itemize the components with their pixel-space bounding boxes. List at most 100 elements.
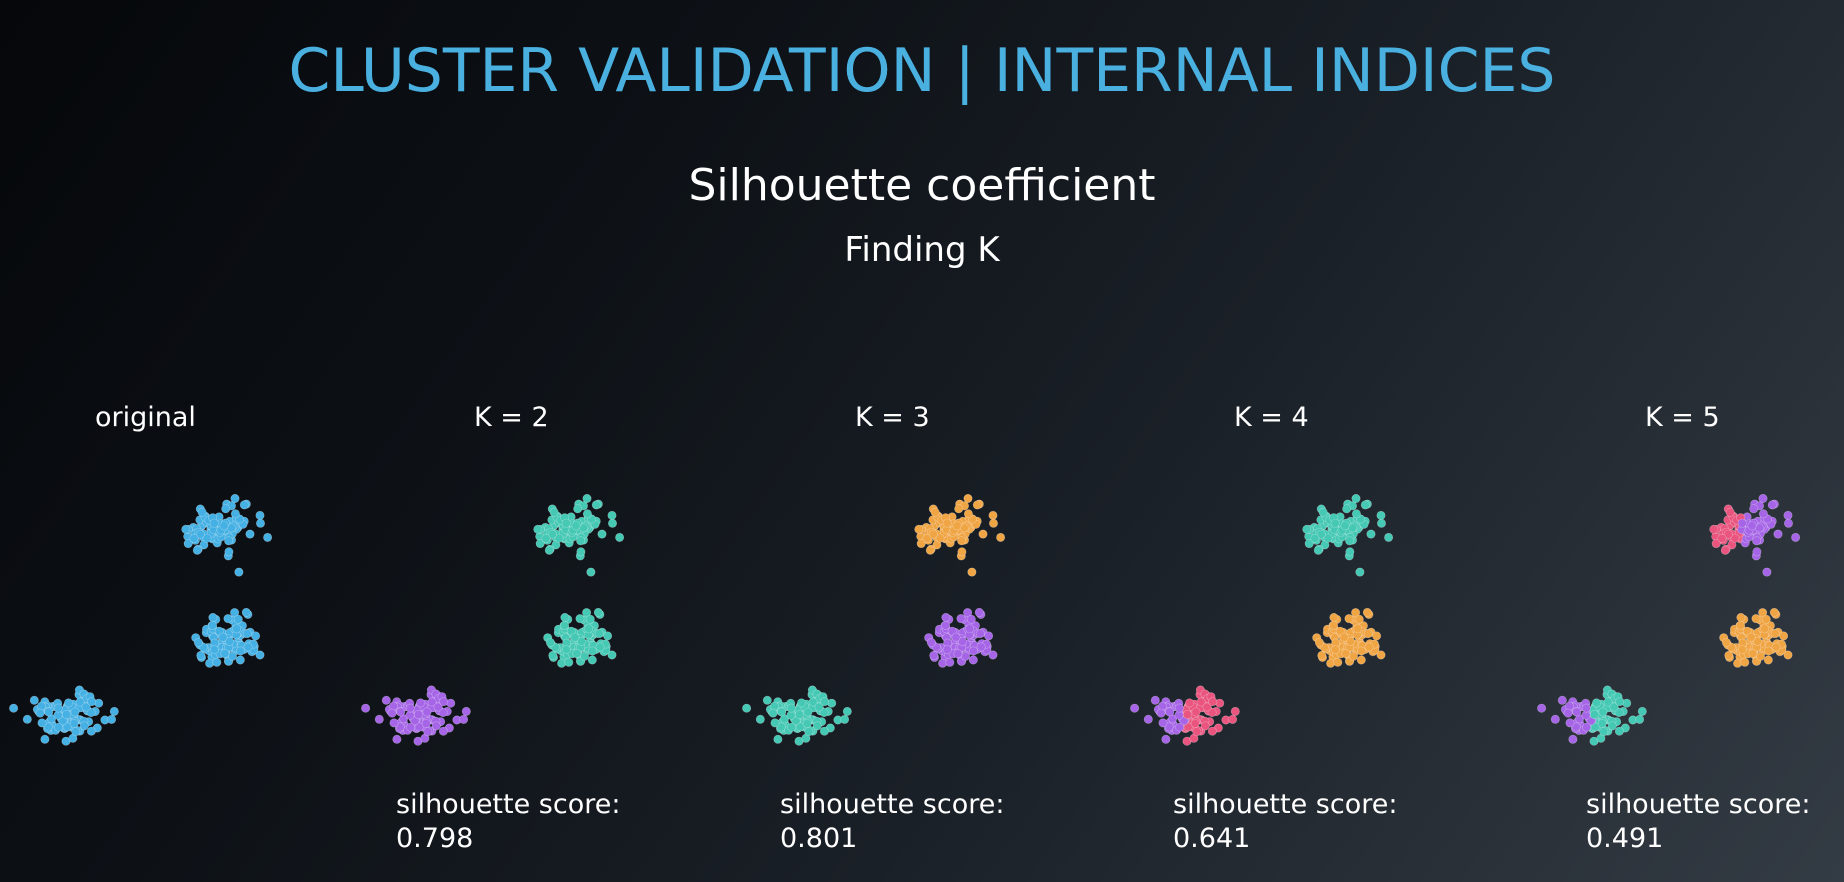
data-point <box>545 638 555 648</box>
data-point <box>1190 718 1200 728</box>
data-point <box>212 657 222 667</box>
data-point <box>1317 650 1327 660</box>
data-point <box>255 518 265 528</box>
data-point <box>770 718 780 728</box>
data-point <box>803 707 813 717</box>
data-point <box>54 722 64 732</box>
data-point <box>928 529 938 539</box>
data-point <box>109 706 119 716</box>
data-point <box>930 507 940 517</box>
data-point <box>595 642 605 652</box>
data-point <box>544 545 554 555</box>
score-k4: silhouette score: 0.641 <box>1173 788 1397 856</box>
data-point <box>43 722 53 732</box>
data-point <box>941 620 951 630</box>
data-point <box>35 708 45 718</box>
data-point <box>965 624 975 634</box>
data-point <box>1316 529 1326 539</box>
data-point <box>1721 638 1731 648</box>
data-point <box>941 612 951 622</box>
data-point <box>107 714 117 724</box>
data-point <box>79 721 89 731</box>
slide-subtitle: Silhouette coefficient <box>688 160 1156 211</box>
data-point <box>786 703 796 713</box>
data-point <box>1353 624 1363 634</box>
data-point <box>1349 651 1359 661</box>
data-point <box>967 567 977 577</box>
data-point <box>1150 695 1160 705</box>
data-point <box>189 533 199 543</box>
data-point <box>571 521 581 531</box>
data-point <box>1565 718 1575 728</box>
data-point <box>929 650 939 660</box>
data-point <box>1599 727 1609 737</box>
data-point <box>1355 567 1365 577</box>
data-point <box>86 707 96 717</box>
data-point <box>223 614 233 624</box>
data-point <box>615 532 625 542</box>
data-point <box>421 718 431 728</box>
data-point <box>768 708 778 718</box>
data-point <box>607 510 617 520</box>
data-point <box>1614 707 1624 717</box>
data-point <box>968 646 978 656</box>
data-point <box>251 631 261 641</box>
data-point <box>230 493 240 503</box>
data-point <box>957 636 967 646</box>
data-point <box>1769 607 1779 617</box>
data-point <box>1351 493 1361 503</box>
panel-label-k2: K = 2 <box>474 402 549 433</box>
data-point <box>1572 707 1582 717</box>
data-point <box>978 529 988 539</box>
data-point <box>1598 707 1608 717</box>
data-point <box>86 726 96 736</box>
data-point <box>984 631 994 641</box>
data-point <box>396 707 406 717</box>
data-point <box>423 727 433 737</box>
data-point <box>395 722 405 732</box>
data-point <box>422 707 432 717</box>
data-point <box>576 536 586 546</box>
data-point <box>812 721 822 731</box>
data-point <box>561 518 571 528</box>
data-point <box>742 703 752 713</box>
score-label-k3: silhouette score: <box>780 789 1005 820</box>
data-point <box>220 649 230 659</box>
data-point <box>773 734 783 744</box>
data-point <box>438 726 448 736</box>
data-point <box>1318 507 1328 517</box>
data-point <box>406 722 416 732</box>
data-point <box>392 734 402 744</box>
data-point <box>1749 504 1759 514</box>
data-point <box>1637 706 1647 716</box>
data-point <box>1182 709 1192 719</box>
data-point <box>968 655 978 665</box>
data-point <box>1384 532 1394 542</box>
data-point <box>795 722 805 732</box>
data-point <box>61 709 71 719</box>
data-point <box>988 650 998 660</box>
data-point <box>584 624 594 634</box>
data-point <box>942 645 952 655</box>
data-point <box>197 507 207 517</box>
data-point <box>957 547 967 557</box>
data-point <box>1156 708 1166 718</box>
data-point <box>438 707 448 717</box>
data-point <box>951 632 961 642</box>
data-point <box>953 649 963 659</box>
data-point <box>956 614 966 624</box>
data-point <box>1376 510 1386 520</box>
data-point <box>1711 539 1721 549</box>
data-point <box>1730 533 1740 543</box>
data-point <box>1740 657 1750 667</box>
data-point <box>1228 714 1238 724</box>
data-point <box>575 614 585 624</box>
data-point <box>1363 629 1373 639</box>
data-point <box>70 707 80 717</box>
data-point <box>183 539 193 549</box>
data-point <box>1758 509 1768 519</box>
panel-points-2 <box>742 493 1006 746</box>
data-point <box>942 518 952 528</box>
data-point <box>572 649 582 659</box>
data-point <box>1736 620 1746 630</box>
